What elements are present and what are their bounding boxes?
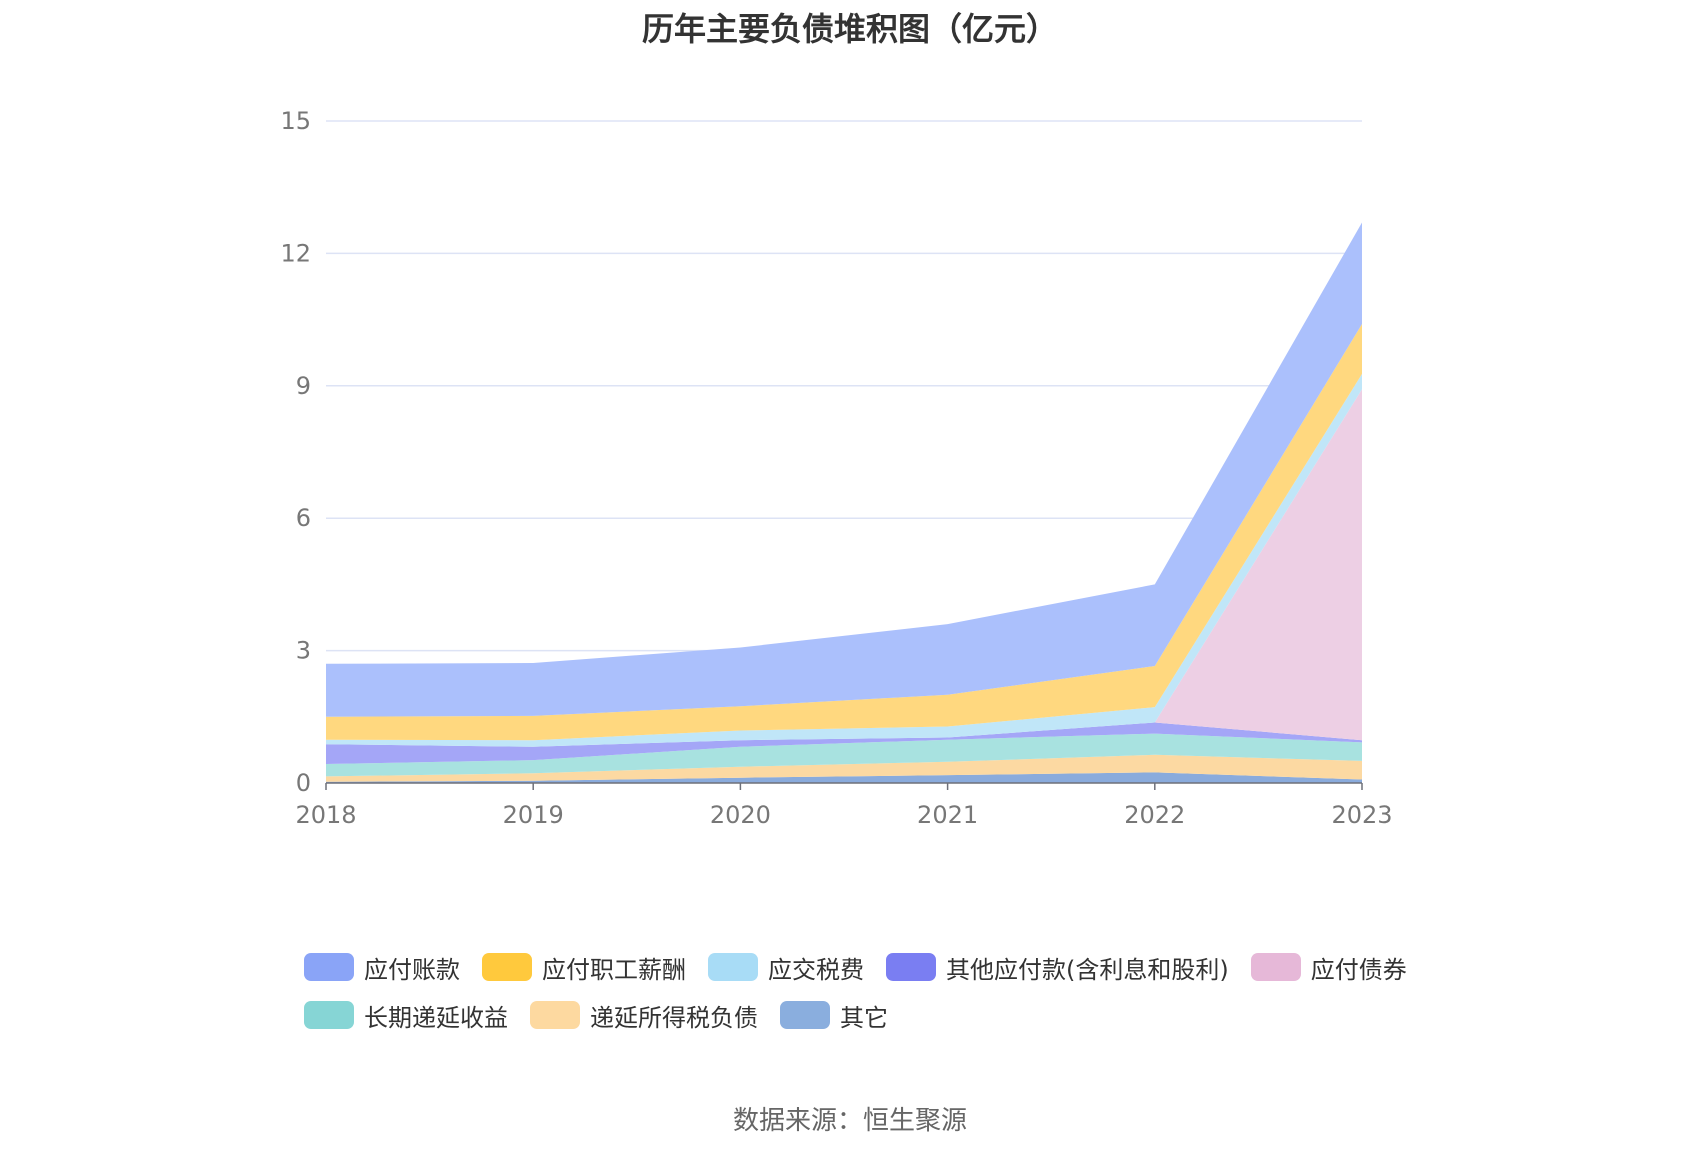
y-tick-label: 3 bbox=[296, 637, 311, 665]
legend-swatch bbox=[482, 953, 532, 981]
y-tick-label: 9 bbox=[296, 372, 311, 400]
legend-label: 应付职工薪酬 bbox=[542, 955, 686, 984]
legend-label: 其它 bbox=[840, 1003, 888, 1032]
x-tick-label: 2022 bbox=[1124, 801, 1185, 829]
y-tick-label: 0 bbox=[296, 769, 311, 797]
legend-item[interactable]: 长期递延收益 bbox=[304, 998, 508, 1033]
legend-label: 应交税费 bbox=[768, 955, 864, 984]
area-series-其它 bbox=[326, 772, 1362, 783]
legend-item[interactable]: 应付债券 bbox=[1250, 950, 1407, 985]
legend-swatch bbox=[304, 1001, 354, 1029]
legend-swatch bbox=[780, 1001, 830, 1029]
area-series-应付账款 bbox=[326, 222, 1362, 717]
x-tick-label: 2018 bbox=[295, 801, 356, 829]
legend-item[interactable]: 应付职工薪酬 bbox=[482, 950, 686, 985]
area-series-应付债券 bbox=[326, 389, 1362, 747]
legend-item[interactable]: 其他应付款(含利息和股利) bbox=[886, 950, 1229, 985]
legend-row: 应付账款 应付职工薪酬 应交税费 其他应付款(含利息和股利) 应付债券 bbox=[304, 950, 1454, 985]
y-tick-label: 12 bbox=[280, 239, 311, 267]
legend-item[interactable]: 应交税费 bbox=[708, 950, 864, 985]
legend-swatch bbox=[708, 953, 758, 981]
axes: 2018 2019 2020 2021 2022 2023 0 3 6 9 12 15 bbox=[280, 107, 1392, 829]
legend-swatch bbox=[530, 1001, 580, 1029]
y-tick-label: 15 bbox=[280, 107, 311, 135]
x-tick-label: 2020 bbox=[710, 801, 771, 829]
chart-title: 历年主要负债堆积图（亿元） bbox=[641, 10, 1058, 48]
legend-swatch bbox=[1250, 953, 1301, 981]
legend-label: 长期递延收益 bbox=[364, 1003, 508, 1032]
legend-swatch bbox=[886, 953, 936, 981]
x-tick-label: 2023 bbox=[1331, 801, 1392, 829]
legend-swatch bbox=[304, 953, 354, 981]
legend-label: 应付债券 bbox=[1310, 955, 1407, 984]
legend-item[interactable]: 递延所得税负债 bbox=[530, 998, 758, 1033]
legend-label: 应付账款 bbox=[364, 955, 460, 984]
legend-item[interactable]: 应付账款 bbox=[304, 950, 460, 985]
legend: 应付账款 应付职工薪酬 应交税费 其他应付款(含利息和股利) 应付债券 长期递延收益 递延… bbox=[304, 952, 1454, 1048]
area-series-长期递延收益 bbox=[326, 733, 1362, 777]
legend-label: 递延所得税负债 bbox=[590, 1003, 758, 1032]
y-tick-label: 6 bbox=[296, 504, 311, 532]
x-tick-label: 2019 bbox=[503, 801, 564, 829]
legend-label: 其他应付款(含利息和股利) bbox=[946, 955, 1229, 984]
data-source-note: 数据来源：恒生聚源 bbox=[732, 1106, 967, 1136]
x-tick-label: 2021 bbox=[917, 801, 978, 829]
area-series-layer bbox=[326, 222, 1362, 783]
area-series-其他应付款(含利息和股利) bbox=[326, 722, 1362, 764]
legend-row: 长期递延收益 递延所得税负债 其它 bbox=[304, 998, 1454, 1033]
area-series-递延所得税负债 bbox=[326, 754, 1362, 782]
legend-item[interactable]: 其它 bbox=[780, 998, 888, 1033]
